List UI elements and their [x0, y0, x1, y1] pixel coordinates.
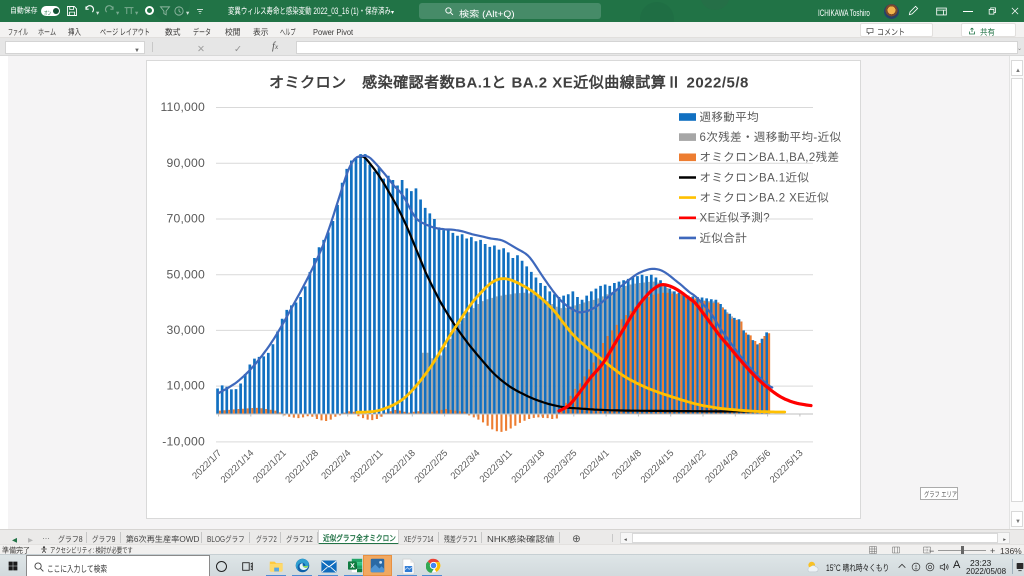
svg-text:オミクロン 感染確認者数BA.1と BA.2 XE近似曲線: オミクロン 感染確認者数BA.1と BA.2 XE近似曲線試算Ⅱ 2022/5/… — [269, 72, 749, 93]
svg-text:-10,000: -10,000 — [162, 432, 205, 450]
svg-text:オミクロンBA.1近似: オミクロンBA.1近似 — [700, 169, 810, 185]
svg-text:XE近似予測?: XE近似予測? — [700, 210, 771, 226]
svg-text:90,000: 90,000 — [167, 153, 205, 171]
svg-text:週移動平均: 週移動平均 — [700, 109, 760, 125]
svg-text:50,000: 50,000 — [167, 264, 205, 282]
svg-text:近似合計: 近似合計 — [700, 230, 748, 246]
svg-text:10,000: 10,000 — [167, 376, 205, 394]
svg-text:110,000: 110,000 — [160, 97, 205, 115]
svg-text:オミクロンBA.2 XE近似: オミクロンBA.2 XE近似 — [700, 190, 830, 206]
svg-text:70,000: 70,000 — [167, 209, 205, 227]
svg-text:30,000: 30,000 — [167, 320, 205, 338]
svg-text:オミクロンBA.1,BA,2残差: オミクロンBA.1,BA,2残差 — [700, 149, 840, 165]
svg-text:6次残差・週移動平均-近似: 6次残差・週移動平均-近似 — [700, 129, 842, 145]
